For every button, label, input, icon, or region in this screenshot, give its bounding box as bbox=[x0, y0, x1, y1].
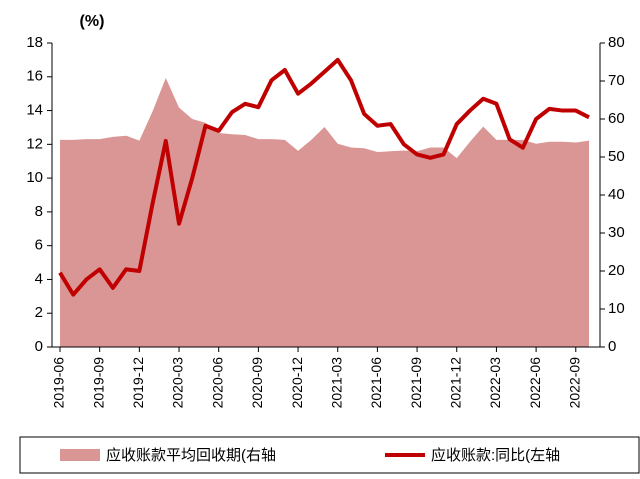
x-tick-label: 2021-12 bbox=[447, 357, 463, 409]
x-tick-label: 2021-09 bbox=[408, 357, 424, 409]
y2-tick-label: 10 bbox=[608, 300, 625, 317]
y2-tick-label: 50 bbox=[608, 148, 625, 165]
y-tick-label: 2 bbox=[35, 304, 43, 321]
y-tick-label: 16 bbox=[26, 68, 43, 85]
y-tick-label: 18 bbox=[26, 34, 43, 51]
x-tick-label: 2021-06 bbox=[368, 357, 384, 409]
y2-tick-label: 30 bbox=[608, 224, 625, 241]
x-tick-label: 2022-09 bbox=[566, 357, 582, 409]
y-tick-label: 6 bbox=[35, 237, 43, 254]
y-tick-label: 10 bbox=[26, 169, 43, 186]
y-tick-label: 0 bbox=[35, 338, 43, 355]
y2-tick-label: 20 bbox=[608, 262, 625, 279]
x-tick-label: 2019-09 bbox=[90, 357, 106, 409]
x-tick-label: 2022-03 bbox=[487, 357, 503, 409]
legend-swatch bbox=[60, 449, 100, 461]
x-tick-label: 2020-09 bbox=[249, 357, 265, 409]
x-tick-label: 2021-03 bbox=[328, 357, 344, 409]
y-tick-label: 12 bbox=[26, 135, 43, 152]
y2-tick-label: 80 bbox=[608, 34, 625, 51]
legend-label: 应收账款:同比(左轴 bbox=[431, 446, 560, 464]
area bbox=[60, 77, 589, 348]
x-tick-label: 2022-06 bbox=[527, 357, 543, 409]
line bbox=[58, 57, 590, 297]
x-tick-label: 2020-06 bbox=[209, 357, 225, 409]
legend-box bbox=[19, 436, 640, 474]
y-tick-label: 14 bbox=[26, 102, 43, 119]
y2-tick-label: 70 bbox=[608, 72, 625, 89]
legend-label: 应收账款平均回收期(右轴 bbox=[106, 446, 276, 464]
y-unit-label: (%) bbox=[80, 13, 105, 30]
x-tick-label: 2019-06 bbox=[51, 357, 67, 409]
x-tick-label: 2020-03 bbox=[170, 357, 186, 409]
x-tick-label: 2020-12 bbox=[289, 357, 305, 409]
y2-tick-label: 0 bbox=[608, 338, 616, 355]
y2-tick-label: 60 bbox=[608, 110, 625, 127]
y-tick-label: 8 bbox=[35, 203, 43, 220]
y2-tick-label: 40 bbox=[608, 186, 625, 203]
x-tick-label: 2019-12 bbox=[130, 357, 146, 409]
y-tick-label: 4 bbox=[35, 270, 43, 287]
